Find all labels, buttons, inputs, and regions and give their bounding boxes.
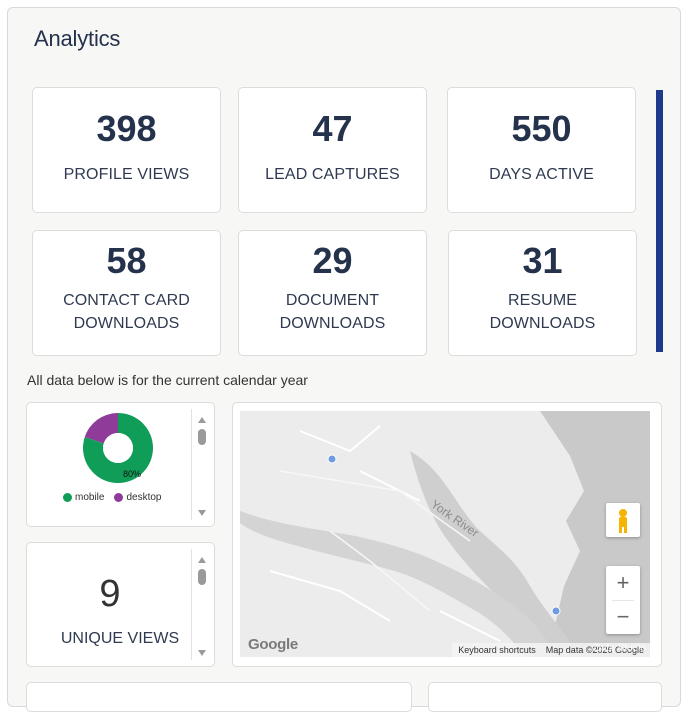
legend-item-mobile: mobile: [63, 492, 104, 503]
donut-slice-mobile[interactable]: [83, 413, 153, 483]
pegman-icon: [619, 509, 627, 533]
unique-views-widget: 9 UNIQUE VIEWS: [26, 542, 215, 667]
map-canvas[interactable]: York River + − Google Keyboard shortcuts: [240, 411, 650, 657]
donut-slice-desktop[interactable]: [84, 413, 118, 444]
stat-label-line2: DOWNLOADS: [279, 315, 386, 332]
map-terrain: York River: [240, 411, 650, 657]
zoom-out-icon: −: [616, 604, 630, 629]
stat-value: 550: [511, 108, 572, 149]
zoom-control: + −: [606, 566, 640, 634]
stat-label-line1: CONTACT CARD: [63, 292, 190, 309]
scroll-up-icon[interactable]: [198, 417, 206, 423]
bottom-widget-left: [26, 682, 412, 712]
device-breakdown-widget: 80% mobile desktop: [26, 402, 215, 527]
stat-card-contact-card-downloads: 58 CONTACT CARD DOWNLOADS: [32, 230, 221, 356]
zoom-out-button[interactable]: −: [606, 600, 640, 634]
street-view-pegman-button[interactable]: [606, 503, 640, 537]
bottom-widget-right: [428, 682, 662, 712]
stat-value: 29: [312, 240, 353, 281]
device-legend: mobile desktop: [63, 492, 168, 503]
data-studio-watermark: Data Studio: [593, 643, 646, 654]
stat-label: LEAD CAPTURES: [265, 166, 400, 183]
legend-swatch-desktop: [114, 493, 124, 502]
zoom-in-button[interactable]: +: [606, 566, 640, 600]
zoom-in-icon: +: [616, 570, 630, 595]
donut-hole: [103, 433, 133, 463]
calendar-year-note: All data below is for the current calend…: [27, 372, 308, 388]
widget-divider: [191, 549, 192, 660]
stat-card-document-downloads: 29 DOCUMENT DOWNLOADS: [238, 230, 427, 356]
google-logo: Google: [248, 636, 298, 653]
stat-label-line2: DOWNLOADS: [73, 315, 180, 332]
stat-value: 58: [106, 240, 147, 281]
map-widget: York River + − Google Keyboard shortcuts: [232, 402, 662, 667]
map-data-attribution: Map data ©2026 Google: [545, 645, 644, 655]
unique-views-label: UNIQUE VIEWS: [60, 630, 180, 647]
legend-label-mobile: mobile: [75, 492, 105, 503]
stat-label-line2: DOWNLOADS: [489, 315, 596, 332]
widget-divider: [191, 409, 192, 520]
widget-scrollbar[interactable]: [196, 551, 208, 658]
stat-value: 31: [522, 240, 563, 281]
legend-item-desktop: desktop: [114, 492, 162, 503]
stat-card-days-active: 550 DAYS ACTIVE: [447, 87, 636, 213]
zoom-divider: [612, 600, 634, 601]
widget-scrollbar[interactable]: [196, 411, 208, 518]
stat-label: DAYS ACTIVE: [489, 166, 594, 183]
map-footer: Keyboard shortcuts Map data ©2026 Google: [452, 643, 650, 657]
panel-scrollbar[interactable]: [656, 90, 663, 352]
stat-value: 398: [96, 108, 157, 149]
panel-title: Analytics: [34, 26, 121, 51]
device-donut-chart: 80%: [83, 413, 153, 483]
scroll-thumb[interactable]: [198, 569, 206, 585]
stat-label-line1: RESUME: [507, 292, 578, 309]
scroll-down-icon[interactable]: [198, 650, 206, 656]
stat-card-profile-views: 398 PROFILE VIEWS: [32, 87, 221, 213]
stat-value: 47: [312, 108, 353, 149]
stat-label: PROFILE VIEWS: [63, 166, 190, 183]
stat-card-lead-captures: 47 LEAD CAPTURES: [238, 87, 427, 213]
scroll-down-icon[interactable]: [198, 510, 206, 516]
unique-views-value: 9: [99, 573, 121, 615]
scroll-up-icon[interactable]: [198, 557, 206, 563]
donut-data-label: 80%: [123, 469, 141, 479]
legend-label-desktop: desktop: [126, 492, 162, 503]
stat-label-line1: DOCUMENT: [285, 292, 380, 309]
stat-card-resume-downloads: 31 RESUME DOWNLOADS: [448, 230, 637, 356]
legend-swatch-mobile: [63, 493, 72, 502]
scroll-thumb[interactable]: [198, 429, 206, 445]
keyboard-shortcuts-link[interactable]: Keyboard shortcuts: [458, 645, 536, 655]
